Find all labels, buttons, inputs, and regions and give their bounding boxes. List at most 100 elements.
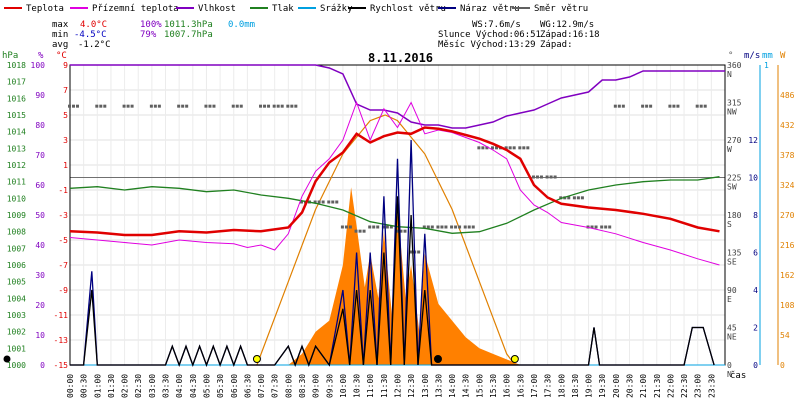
hpa-tick-label: 1014 [7, 128, 26, 137]
wind-dir-point [267, 104, 271, 108]
stats-max-temp: 4.0°C [80, 20, 107, 30]
unit-mm: mm [762, 51, 773, 61]
x-tick-label: 19:30 [598, 374, 607, 398]
legend-label: Směr větru [534, 4, 588, 14]
ms-tick-label: 8 [753, 211, 758, 220]
x-tick-label: 15:30 [489, 374, 498, 398]
legend-label: Teplota [26, 4, 64, 14]
wind-dir-point [399, 229, 403, 233]
wind-dir-point [526, 146, 530, 150]
deg-tick-label: 270 [727, 136, 742, 145]
deg-tick-label: 0 [727, 361, 732, 370]
events [3, 355, 519, 363]
x-tick-label: 14:30 [462, 374, 471, 398]
wind-dir-point [263, 104, 267, 108]
wm2-tick-label: 108 [780, 301, 795, 310]
degc-tick-label: -9 [58, 286, 68, 295]
wind-dir-point [668, 104, 672, 108]
wind-dir-point [467, 225, 471, 229]
wind-dir-point [590, 225, 594, 229]
pct-tick-label: 100 [31, 61, 46, 70]
wm2-tick-label: 378 [780, 151, 795, 160]
pct-tick-label: 40 [35, 241, 45, 250]
wind-dir-point [645, 104, 649, 108]
degc-tick-label: -15 [54, 361, 69, 370]
stats-sun: Slunce Východ:06:51 [438, 30, 541, 40]
wind-dir-point [299, 200, 303, 204]
stats-min-temp: -4.5°C [74, 30, 107, 40]
x-tick-label: 00:00 [66, 374, 75, 398]
stats-max-hum: 100% [140, 20, 162, 30]
x-tick-label: 16:30 [516, 374, 525, 398]
x-tick-label: 14:00 [448, 374, 457, 398]
hpa-tick-label: 1017 [7, 78, 26, 87]
stats-panel: max 4.0°C 100% 1011.3hPa 0.0mm min -4.5°… [52, 20, 600, 50]
wind-dir-point [600, 225, 604, 229]
wind-dir-point [553, 175, 557, 179]
wind-dir-point [549, 175, 553, 179]
unit-pct: % [38, 51, 44, 61]
wind-dir-point [204, 104, 208, 108]
pct-tick-label: 20 [35, 301, 45, 310]
axis-units: hPa % °C ° m/s mm W čas [2, 51, 786, 381]
temperature-line [69, 126, 720, 237]
mm-tick-label: 1 [764, 61, 769, 70]
x-tick-label: 07:30 [271, 374, 280, 398]
wind-dir-point [354, 229, 358, 233]
hpa-tick-label: 1001 [7, 344, 26, 353]
degc-tick-label: 3 [63, 136, 68, 145]
x-tick-label: 05:30 [216, 374, 225, 398]
humidity-line [70, 64, 725, 129]
wind-dir-point [76, 104, 79, 108]
wind-dir-point [491, 146, 495, 150]
wind-dir-point [362, 229, 366, 233]
x-tick-label: 00:30 [80, 374, 89, 398]
wind-dir-point [518, 146, 522, 150]
wind-dir-point [181, 104, 185, 108]
dir-letter-label: NE [727, 333, 737, 342]
wind-dir-point [450, 225, 454, 229]
wind-dir-point [458, 225, 462, 229]
x-tick-label: 01:00 [93, 374, 102, 398]
wind-dir-point [317, 200, 321, 204]
wind-dir-point [294, 104, 298, 108]
wind-dir-point [617, 104, 621, 108]
moon-phase-icon [3, 355, 11, 363]
wind-dir-point [504, 146, 508, 150]
stats-max-press: 1011.3hPa [164, 20, 213, 30]
ms-tick-label: 2 [753, 324, 758, 333]
deg-tick-label: 225 [727, 174, 742, 183]
ms-tick-label: 0 [753, 361, 758, 370]
deg-tick-label: 180 [727, 211, 742, 220]
ground-temp-line [69, 101, 720, 266]
unit-hpa: hPa [2, 51, 18, 61]
wind-dir-point [381, 225, 385, 229]
wind-dir-point [572, 196, 576, 200]
ms-tick-label: 6 [753, 249, 758, 258]
wind-dir-point [471, 225, 475, 229]
wind-dir-point [239, 104, 243, 108]
stats-max-rain: 0.0mm [228, 20, 255, 30]
x-tick-label: 20:00 [612, 374, 621, 398]
wm2-tick-label: 270 [780, 211, 795, 220]
x-tick-label: 12:30 [407, 374, 416, 398]
x-tick-label: 20:30 [625, 374, 634, 398]
x-tick-label: 16:00 [503, 374, 512, 398]
x-tick-label: 01:30 [107, 374, 116, 398]
wind-dir-point [440, 225, 444, 229]
wind-dir-point [481, 146, 485, 150]
wind-dir-point [426, 225, 430, 229]
wind-dir-point [672, 104, 676, 108]
hpa-tick-label: 1002 [7, 328, 26, 337]
wind-dir-point [331, 200, 335, 204]
x-tick-label: 13:30 [434, 374, 443, 398]
legend-label: Tlak [272, 4, 294, 14]
wind-dir-point [409, 250, 413, 254]
plot-area [68, 64, 725, 367]
wind-dir-point [522, 146, 526, 150]
degc-tick-label: -7 [58, 261, 68, 270]
degc-tick-label: -5 [58, 236, 68, 245]
deg-tick-label: 135 [727, 249, 742, 258]
hpa-tick-label: 1008 [7, 228, 26, 237]
